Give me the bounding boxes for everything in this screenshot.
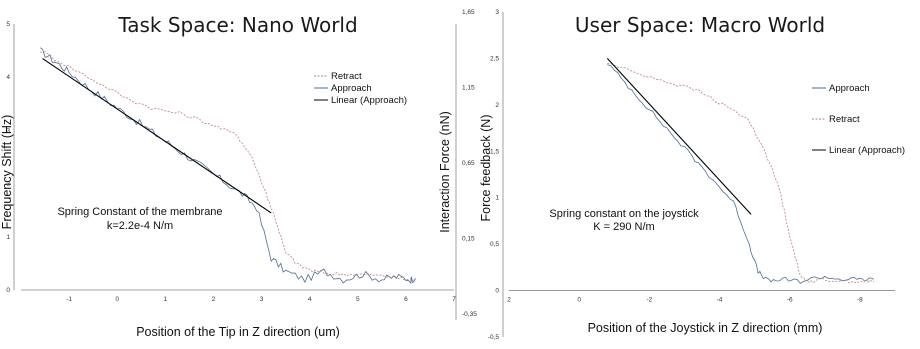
- y2-tick-label: 1,15: [462, 85, 475, 92]
- y-tick-label: 1: [6, 234, 10, 241]
- x-tick-label: 6: [404, 296, 408, 303]
- x-tick-label: -6: [787, 297, 793, 304]
- y-tick-label: 1,5: [490, 148, 499, 155]
- legend-label: Retract: [331, 71, 362, 82]
- x-tick-label: 4: [308, 296, 312, 303]
- legend-label: Linear (Approach): [829, 145, 905, 156]
- legend-label: Approach: [331, 83, 372, 94]
- x-axis-label: Position of the Tip in Z direction (um): [136, 325, 340, 339]
- x-tick-label: 2: [507, 297, 511, 304]
- x-tick-label: 0: [577, 297, 581, 304]
- series-line-retract: [607, 63, 874, 284]
- x-tick-label: -4: [717, 297, 723, 304]
- annotation-line-2: k=2.2e-4 N/m: [107, 220, 173, 232]
- y-tick-label: 2: [495, 102, 499, 109]
- x-tick-label: 3: [260, 296, 264, 303]
- annotation-line-2: K = 290 N/m: [593, 221, 654, 233]
- y-tick-label: 4: [6, 74, 10, 81]
- y-tick-label: 5: [6, 21, 10, 28]
- x-tick-label: 5: [356, 296, 360, 303]
- series-line-approach: [607, 64, 875, 284]
- x-tick-label: -8: [857, 297, 863, 304]
- series-line-approach: [39, 47, 416, 284]
- x-tick-label: 0: [115, 296, 119, 303]
- x-tick-label: -2: [646, 297, 652, 304]
- x-axis-label: Position of the Joystick in Z direction …: [588, 321, 823, 335]
- annotation-line-1: Spring Constant of the membrane: [57, 206, 222, 218]
- y-tick-label: 0: [495, 288, 499, 295]
- x-tick-label: -1: [66, 296, 72, 303]
- chart-title: Task Space: Nano World: [117, 13, 357, 37]
- chart-title: User Space: Macro World: [575, 13, 825, 37]
- legend-label: Approach: [829, 83, 870, 94]
- legend-label: Retract: [829, 114, 860, 125]
- y-tick-label: 0: [6, 287, 10, 294]
- chart-task-space: Task Space: Nano World Position of the T…: [0, 9, 477, 339]
- y-axis-label: Force feedback (N): [479, 115, 493, 222]
- chart-user-space: User Space: Macro World Force feedback (…: [479, 9, 905, 341]
- y-tick-label: 3: [6, 127, 10, 134]
- y-tick-label: 2: [6, 181, 10, 188]
- y-tick-label: -0,5: [488, 334, 500, 341]
- x-tick-label: 2: [212, 296, 216, 303]
- legend-label: Linear (Approach): [331, 95, 407, 106]
- y2-tick-label: 1,65: [462, 9, 475, 16]
- series-line-linear-approach: [42, 58, 272, 214]
- y-axis-label: Frequency Shift (Hz): [0, 115, 14, 230]
- series-line-linear-approach: [606, 58, 752, 215]
- y2-tick-label: -0,35: [462, 311, 477, 318]
- y2-tick-label: 0,15: [462, 236, 475, 243]
- y2-axis-label: Interaction Force (nN): [438, 111, 452, 233]
- annotation-line-1: Spring constant on the joystick: [549, 208, 699, 220]
- y-tick-label: 1: [495, 195, 499, 202]
- y-tick-label: 3: [495, 9, 499, 16]
- y-tick-label: 0,5: [490, 241, 499, 248]
- y-tick-label: 2,5: [490, 55, 499, 62]
- x-tick-label: 7: [452, 296, 456, 303]
- x-tick-label: 1: [164, 296, 168, 303]
- y2-tick-label: 0,65: [462, 160, 475, 167]
